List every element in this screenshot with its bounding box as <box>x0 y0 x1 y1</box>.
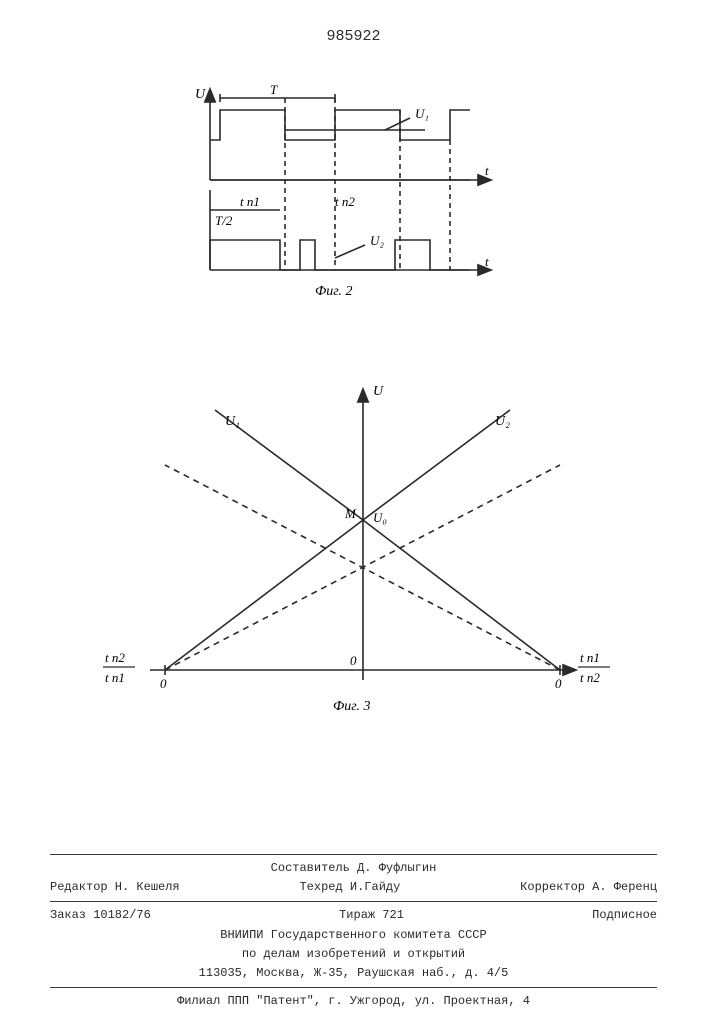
footer-editor: Редактор Н. Кешеля <box>50 878 180 897</box>
fig3-M: M <box>344 506 357 521</box>
fig3-Ol: 0 <box>160 676 167 691</box>
fig3-lfrac-bot: t п1 <box>105 670 125 685</box>
fig3-rfrac-bot: t п2 <box>580 670 600 685</box>
fig2-T: T <box>270 82 278 97</box>
footer-order: Заказ 10182/76 <box>50 906 151 925</box>
doc-number: 985922 <box>0 28 707 45</box>
footer-addr: 113035, Москва, Ж-35, Раушская наб., д. … <box>50 964 657 983</box>
fig3-caption: Фиг. 3 <box>333 699 371 714</box>
fig2-x2: t <box>485 254 489 269</box>
fig3-Oc: 0 <box>350 653 357 668</box>
fig3-rfrac-top: t п1 <box>580 650 600 665</box>
footer-compiler: Составитель Д. Фуфлыгин <box>50 859 657 878</box>
figure-2: U T t U₁ t п1 T/2 t п2 U₂ t Фиг. 2 <box>180 80 520 300</box>
figure-3: U U₁ U₂ M U₀ 0 0 0 t п2 t п1 t п1 t п2 Ф… <box>95 370 615 730</box>
footer-subscribe: Подписное <box>592 906 657 925</box>
footer-corrector: Корректор А. Ференц <box>520 878 657 897</box>
fig3-Or: 0 <box>555 676 562 691</box>
fig2-t81: t п1 <box>240 194 260 209</box>
footer-tech: Техред И.Гайду <box>299 878 400 897</box>
fig2-caption: Фиг. 2 <box>315 284 353 299</box>
footer-org2: по делам изобретений и открытий <box>50 945 657 964</box>
fig3-U0: U₀ <box>373 510 387 525</box>
footer-filial: Филиал ППП "Патент", г. Ужгород, ул. Про… <box>50 992 657 1011</box>
footer-org1: ВНИИПИ Государственного комитета СССР <box>50 926 657 945</box>
fig3-lfrac-top: t п2 <box>105 650 125 665</box>
fig3-ylabel: U <box>373 384 384 399</box>
footer-block: Составитель Д. Фуфлыгин Редактор Н. Кеше… <box>50 850 657 1011</box>
fig2-U1: U₁ <box>415 106 429 121</box>
fig2-U2: U₂ <box>370 233 384 248</box>
fig2-x1: t <box>485 163 489 178</box>
fig2-t82: t п2 <box>335 194 355 209</box>
fig2-ylabel: U <box>195 87 206 102</box>
fig3-U1: U₁ <box>225 414 240 429</box>
footer-tirage: Тираж 721 <box>339 906 404 925</box>
fig2-T2: T/2 <box>215 213 233 228</box>
fig3-U2: U₂ <box>495 414 510 429</box>
